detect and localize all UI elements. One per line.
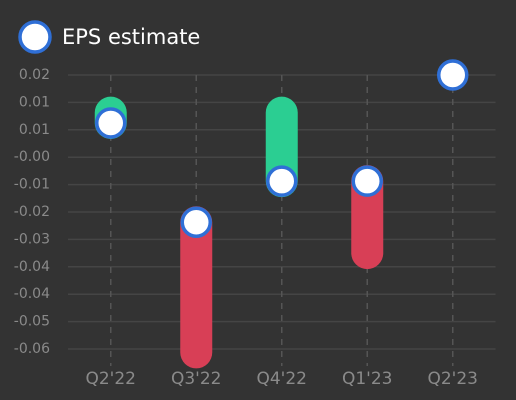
y-tick-label: 0.01 xyxy=(19,122,50,138)
y-tick-label: -0.03 xyxy=(14,231,50,247)
x-tick-label: Q4'22 xyxy=(256,369,307,389)
x-tick-label: Q2'22 xyxy=(85,369,136,389)
y-tick-label: 0.02 xyxy=(19,67,50,83)
y-tick-label: -0.00 xyxy=(14,149,50,165)
x-tick-label: Q3'22 xyxy=(171,369,222,389)
y-tick-label: -0.05 xyxy=(14,314,50,330)
legend-label: EPS estimate xyxy=(62,25,200,49)
estimate-marker xyxy=(180,206,212,239)
legend-marker xyxy=(18,20,52,54)
y-tick-label: 0.01 xyxy=(19,94,50,110)
estimate-marker xyxy=(351,165,383,197)
y-tick-label: -0.04 xyxy=(14,259,50,275)
estimate-marker xyxy=(437,59,469,91)
estimate-marker xyxy=(266,165,298,197)
y-tick-label: -0.04 xyxy=(14,286,50,302)
x-tick-label: Q2'23 xyxy=(427,369,478,389)
y-tick-label: -0.02 xyxy=(14,204,50,220)
estimate-marker xyxy=(95,107,127,139)
y-tick-label: -0.01 xyxy=(14,177,50,193)
x-tick-label: Q1'23 xyxy=(342,369,393,389)
y-tick-label: -0.06 xyxy=(14,341,50,357)
